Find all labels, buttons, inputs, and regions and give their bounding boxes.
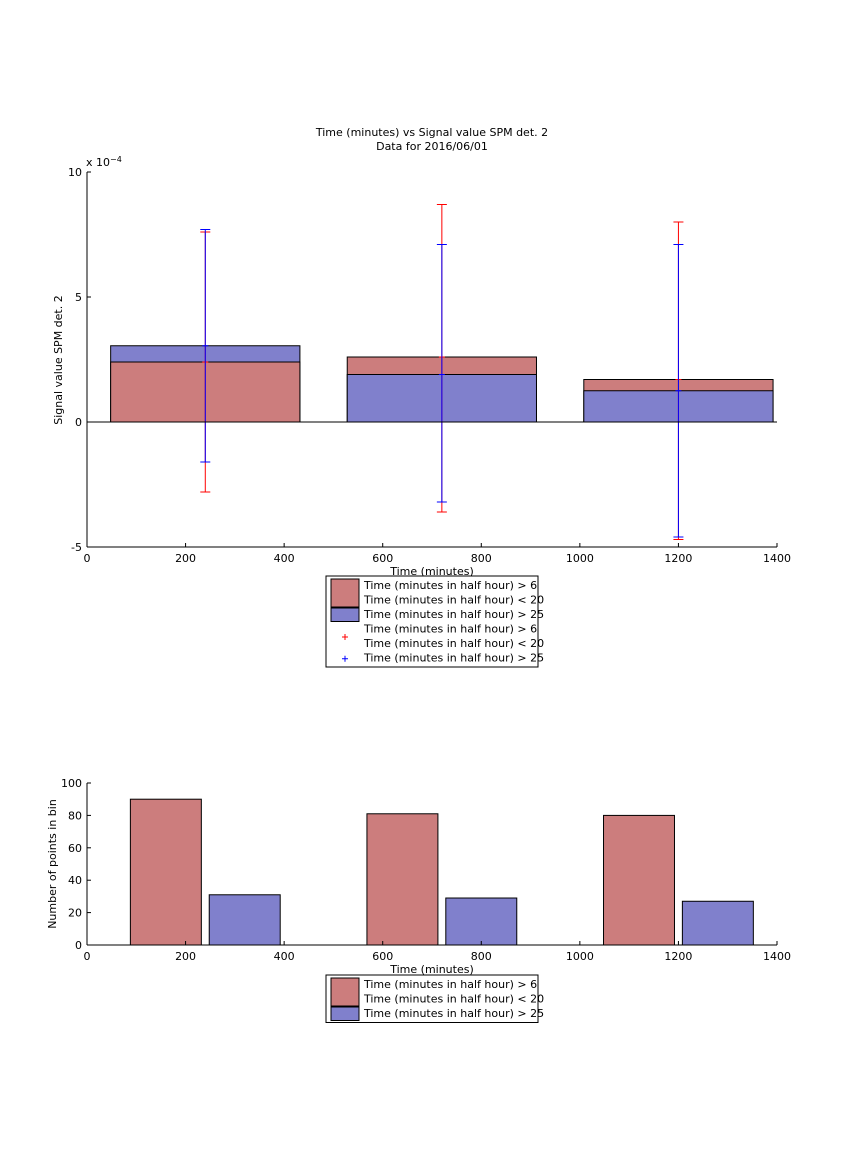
plot-area: 0 200 400 600 800 1000 1200 1400 0 20 40 60 80 100 xyxy=(61,777,791,963)
legend-swatch xyxy=(330,977,360,1007)
legend-label: Time (minutes in half hour) > 6 xyxy=(363,978,537,991)
x-tick-label: 0 xyxy=(84,552,91,565)
x-tick-label: 200 xyxy=(175,950,196,963)
x-tick-label: 600 xyxy=(372,950,393,963)
legend-label: Time (minutes in half hour) < 20 xyxy=(363,993,544,1006)
y-tick-label: 0 xyxy=(75,416,82,429)
legend-label: Time (minutes in half hour) > 25 xyxy=(363,608,544,621)
y-tick-label: 10 xyxy=(68,166,82,179)
y-axis-label: Signal value SPM det. 2 xyxy=(52,295,65,425)
x-tick-label: 1200 xyxy=(664,552,692,565)
legend-label: Time (minutes in half hour) < 20 xyxy=(363,637,544,650)
legend-label: Time (minutes in half hour) > 6 xyxy=(363,623,537,636)
y-axis-label: Number of points in bin xyxy=(46,799,59,929)
y-tick-label: -5 xyxy=(71,541,82,554)
x-tick-label: 1400 xyxy=(763,950,791,963)
legend-label: Time (minutes in half hour) > 25 xyxy=(363,1007,544,1020)
count-chart: 0 200 400 600 800 1000 1200 1400 0 20 40 60 80 100 Ti… xyxy=(46,777,791,1023)
bar xyxy=(366,813,439,946)
legend: Time (minutes in half hour) > 6 Time (min… xyxy=(325,974,544,1023)
x-tick-label: 600 xyxy=(372,552,393,565)
bar xyxy=(681,900,754,946)
y-tick-label: 100 xyxy=(61,777,82,790)
y-tick-label: 5 xyxy=(75,291,82,304)
x-tick-label: 800 xyxy=(471,950,492,963)
legend-swatch xyxy=(330,607,360,622)
signal-chart: Time (minutes) vs Signal value SPM det. … xyxy=(52,126,791,668)
x-tick-label: 0 xyxy=(84,950,91,963)
bar xyxy=(129,798,202,946)
x-tick-label: 1000 xyxy=(566,552,594,565)
x-tick-label: 1000 xyxy=(566,950,594,963)
chart-subtitle: Data for 2016/06/01 xyxy=(376,140,488,153)
x-axis-label: Time (minutes) xyxy=(389,565,474,578)
legend-swatch xyxy=(330,578,360,608)
bar xyxy=(445,897,518,946)
legend-label: Time (minutes in half hour) < 20 xyxy=(363,594,544,607)
x-tick-label: 400 xyxy=(274,950,295,963)
x-tick-label: 200 xyxy=(175,552,196,565)
legend-box xyxy=(325,974,539,1023)
y-exponent-label: x 10−4 xyxy=(86,155,122,169)
legend-swatch xyxy=(330,1006,360,1021)
legend-label: Time (minutes in half hour) > 6 xyxy=(363,579,537,592)
x-tick-label: 1200 xyxy=(664,950,692,963)
x-tick-label: 400 xyxy=(274,552,295,565)
y-tick-label: 0 xyxy=(75,939,82,952)
bar xyxy=(208,894,281,946)
legend-box xyxy=(325,575,539,668)
x-axis-label: Time (minutes) xyxy=(389,963,474,976)
x-tick-label: 800 xyxy=(471,552,492,565)
y-tick-label: 80 xyxy=(68,809,82,822)
legend-label: Time (minutes in half hour) > 25 xyxy=(363,652,544,665)
bar xyxy=(603,814,675,946)
x-tick-label: 1400 xyxy=(763,552,791,565)
chart-title: Time (minutes) vs Signal value SPM det. … xyxy=(315,126,548,139)
y-tick-label: 20 xyxy=(68,907,82,920)
y-tick-label: 40 xyxy=(68,874,82,887)
y-tick-label: 60 xyxy=(68,842,82,855)
